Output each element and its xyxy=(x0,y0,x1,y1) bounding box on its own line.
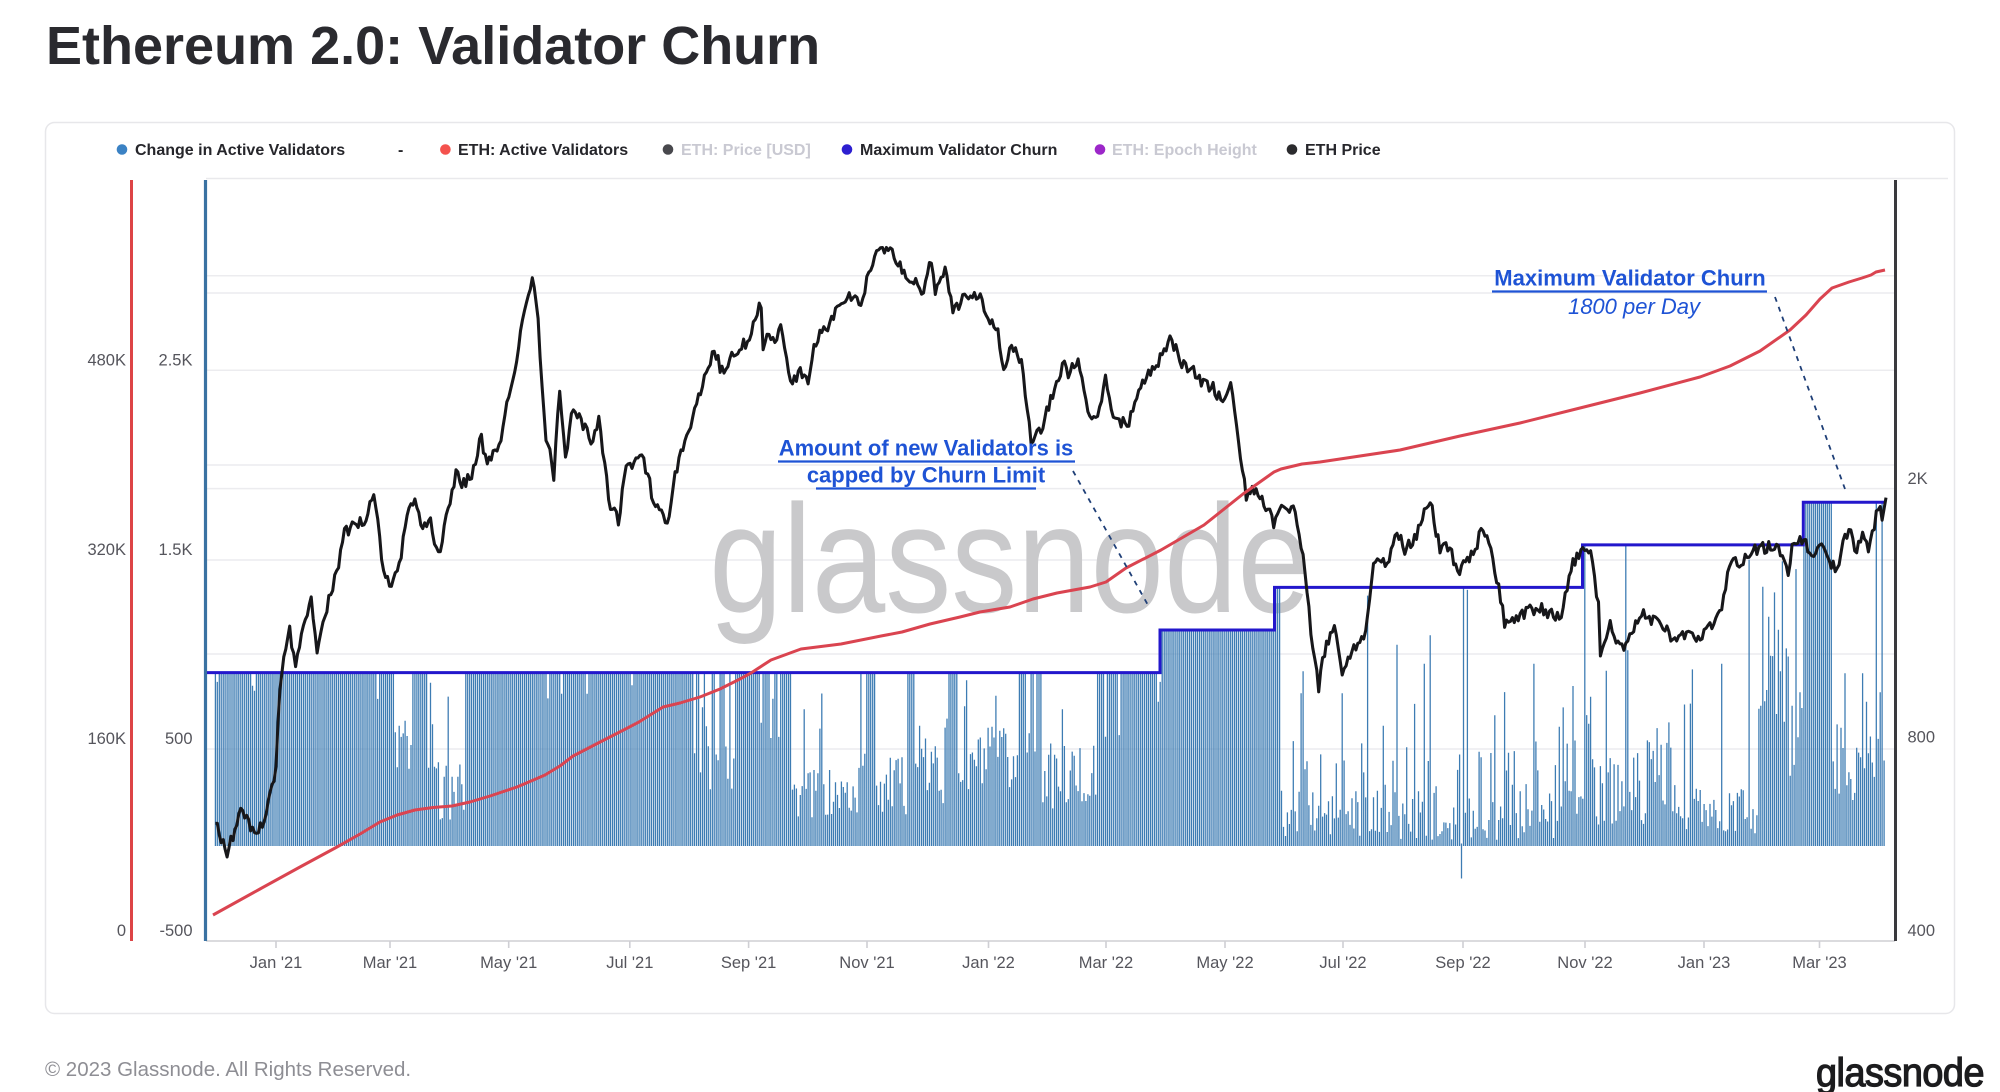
svg-text:Maximum Validator Churn: Maximum Validator Churn xyxy=(1494,265,1765,290)
svg-text:Jan '23: Jan '23 xyxy=(1678,954,1731,972)
svg-text:May '22: May '22 xyxy=(1196,954,1253,972)
svg-text:Mar '21: Mar '21 xyxy=(363,954,418,972)
svg-text:Nov '21: Nov '21 xyxy=(839,954,894,972)
svg-text:Change in Active Validators: Change in Active Validators xyxy=(135,142,345,159)
svg-text:ETH Price: ETH Price xyxy=(1305,142,1381,159)
svg-text:1.5K: 1.5K xyxy=(159,541,193,559)
svg-text:glassnode: glassnode xyxy=(1816,1051,1984,1092)
svg-text:400: 400 xyxy=(1908,922,1936,940)
svg-text:Jul '21: Jul '21 xyxy=(606,954,653,972)
svg-text:ETH: Epoch Height: ETH: Epoch Height xyxy=(1112,142,1258,159)
svg-text:0: 0 xyxy=(117,922,126,940)
svg-text:May '21: May '21 xyxy=(480,954,537,972)
svg-text:Jan '22: Jan '22 xyxy=(962,954,1015,972)
svg-text:800: 800 xyxy=(1908,729,1936,747)
svg-text:500: 500 xyxy=(165,730,193,748)
svg-text:Sep '22: Sep '22 xyxy=(1435,954,1490,972)
svg-text:480K: 480K xyxy=(87,352,126,370)
svg-text:320K: 320K xyxy=(87,541,126,559)
svg-text:Amount of new Validators is: Amount of new Validators is xyxy=(779,436,1074,461)
svg-text:Sep '21: Sep '21 xyxy=(721,954,776,972)
svg-text:2.5K: 2.5K xyxy=(159,352,193,370)
svg-text:-500: -500 xyxy=(159,922,192,940)
svg-text:capped by Churn Limit: capped by Churn Limit xyxy=(807,462,1046,487)
svg-text:Ethereum 2.0: Validator Churn: Ethereum 2.0: Validator Churn xyxy=(46,16,820,76)
svg-text:1800 per Day: 1800 per Day xyxy=(1568,294,1702,319)
svg-text:ETH: Active Validators: ETH: Active Validators xyxy=(458,142,628,159)
svg-text:ETH: Price [USD]: ETH: Price [USD] xyxy=(681,142,811,159)
svg-text:160K: 160K xyxy=(87,730,126,748)
svg-text:Mar '23: Mar '23 xyxy=(1792,954,1847,972)
svg-text:-: - xyxy=(398,142,403,159)
svg-text:Nov '22: Nov '22 xyxy=(1557,954,1612,972)
svg-text:glassnode: glassnode xyxy=(709,473,1311,645)
svg-text:Maximum Validator Churn: Maximum Validator Churn xyxy=(860,142,1057,159)
svg-text:Jul '22: Jul '22 xyxy=(1319,954,1366,972)
svg-text:Jan '21: Jan '21 xyxy=(250,954,303,972)
svg-text:2K: 2K xyxy=(1908,470,1928,488)
svg-text:Mar '22: Mar '22 xyxy=(1079,954,1134,972)
svg-text:© 2023 Glassnode. All Rights R: © 2023 Glassnode. All Rights Reserved. xyxy=(45,1058,411,1081)
